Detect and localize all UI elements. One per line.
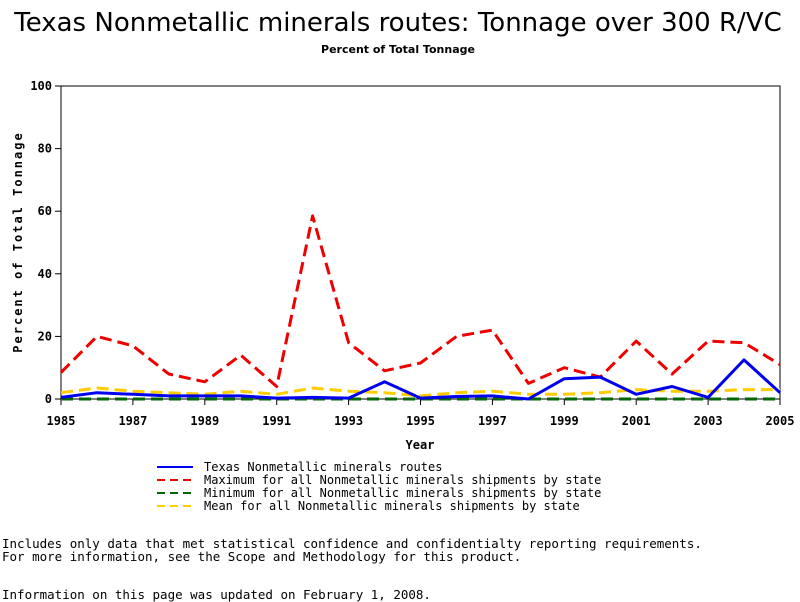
legend-label: Texas Nonmetallic minerals routes [204, 460, 442, 474]
confidentiality-note: Includes only data that met statistical … [2, 536, 702, 551]
y-axis-title: Percent of Total Tonnage [11, 131, 25, 352]
y-tick-label: 100 [30, 79, 52, 93]
series-line-2 [59, 214, 781, 388]
x-axis-title: Year [406, 438, 435, 452]
plot-frame [60, 85, 781, 400]
y-tick-label: 60 [38, 204, 52, 218]
y-axis: 0 20 40 60 80 100 [30, 79, 61, 406]
x-axis: 1985 1987 1989 1991 1993 1995 1997 1999 2001 2003… [47, 399, 795, 428]
x-tick-label: 1999 [550, 414, 579, 428]
series-line-4 [60, 386, 780, 398]
series-line-1 [60, 358, 782, 401]
chart-title: Texas Nonmetallic minerals routes: Tonna… [13, 8, 782, 38]
legend-label: Mean for all Nonmetallic minerals shipme… [204, 499, 580, 513]
x-tick-label: 1989 [190, 414, 219, 428]
x-tick-label: 2001 [622, 414, 651, 428]
methodology-note: For more information, see the Scope and … [2, 549, 522, 564]
chart-subtitle: Percent of Total Tonnage [321, 43, 475, 56]
y-tick-label: 0 [45, 392, 52, 406]
x-tick-label: 1995 [406, 414, 435, 428]
plot-area [59, 214, 782, 401]
y-tick-label: 80 [38, 142, 52, 156]
y-tick-label: 40 [38, 267, 52, 281]
legend-label: Minimum for all Nonmetallic minerals shi… [204, 486, 601, 500]
update-note: Information on this page was updated on … [2, 587, 431, 602]
y-tick-label: 20 [38, 329, 52, 343]
x-tick-label: 1987 [118, 414, 147, 428]
x-tick-label: 1997 [478, 414, 507, 428]
legend-label: Maximum for all Nonmetallic minerals shi… [204, 473, 601, 487]
legend: Texas Nonmetallic minerals routesMaximum… [157, 460, 601, 513]
x-tick-label: 1991 [262, 414, 291, 428]
x-tick-label: 2003 [694, 414, 723, 428]
x-tick-label: 1985 [47, 414, 76, 428]
x-tick-label: 2005 [766, 414, 795, 428]
x-tick-label: 1993 [334, 414, 363, 428]
